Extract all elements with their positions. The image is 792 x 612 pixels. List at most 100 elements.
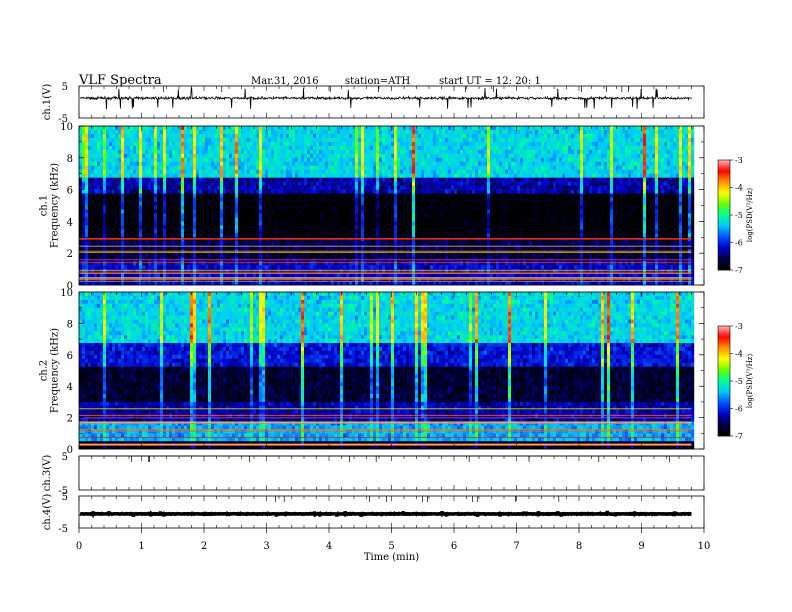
ch1-spectrogram-cell (148, 149, 152, 155)
ch1-spectrogram-cell (631, 185, 635, 190)
ch1-spectrogram-cell (418, 173, 422, 178)
ch1-spectrogram-cell (466, 141, 470, 147)
ch1-spectrogram-cell (103, 157, 107, 163)
ch1-spectrogram-cell (307, 173, 311, 178)
ch1-spectrogram-cell (139, 153, 143, 159)
ch1-spectrogram-cell (223, 133, 227, 139)
ch1-spectrogram-cell (463, 217, 467, 222)
ch1-spectrogram-cell (91, 209, 95, 214)
ch1-spectrogram-cell (130, 157, 134, 163)
ch1-spectrogram-cell (241, 161, 245, 167)
ch1-spectrogram-cell (259, 213, 263, 218)
ch1-spectrogram-cell (667, 129, 671, 135)
ch1-spectrogram-cell (148, 201, 152, 206)
ch1-spectrogram-cell (355, 209, 359, 214)
ch1-spectrogram-cell (205, 145, 209, 151)
ch1-spectrogram-cell (244, 149, 248, 155)
ch1-spectrogram-cell (331, 185, 335, 190)
ch1-spectrogram-cell (487, 209, 491, 214)
ch1-spectrogram-cell (520, 153, 524, 159)
ch1-spectrogram-cell (103, 181, 107, 186)
ch1-spectrogram-cell (349, 189, 353, 194)
ch1-spectrogram-cell (652, 185, 656, 190)
ch1-spectrogram-cell (628, 141, 632, 147)
ch1-spectrogram-cell (226, 185, 230, 190)
ch1-spectrogram-cell (154, 145, 158, 151)
ch1-spectrogram-cell (643, 129, 647, 135)
ch1-spectrogram-cell (97, 133, 101, 139)
ch1-spectrogram-cell (376, 129, 380, 135)
ch1-spectrogram-cell (673, 185, 677, 190)
ch1-spectrogram-cell (289, 185, 293, 190)
ch1-spectrogram-cell (133, 209, 137, 214)
ch1-spectrogram-cell (394, 197, 398, 202)
ch1-spectrogram-cell (301, 149, 305, 155)
ch1-spectrogram-cell (148, 181, 152, 186)
ch1-spectrogram-cell (172, 137, 176, 143)
ch1-spectrogram-cell (631, 169, 635, 174)
ch1-spectrogram-cell (274, 145, 278, 151)
ch1-spectrogram-cell (337, 181, 341, 186)
ch1-spectrogram-cell (364, 181, 368, 186)
ch1-spectrogram-cell (499, 153, 503, 159)
ch1-spectrogram-cell (355, 201, 359, 206)
ch1-spectrogram-cell (127, 209, 131, 214)
ch1-spectrogram-cell (673, 133, 677, 139)
ch1-spectrogram-cell (355, 189, 359, 194)
ch1-spectrogram-cell (169, 185, 173, 190)
station-label: station=ATH (345, 76, 411, 87)
ch1-spectrogram-cell (613, 181, 617, 186)
ch1-spectrogram-cell (370, 205, 374, 210)
ch1-spectrogram-cell (94, 137, 98, 143)
ch1-spectrogram-cell (148, 189, 152, 194)
ch1-spectrogram-cell (553, 217, 557, 222)
ch1-spectrogram-cell (514, 189, 518, 194)
ch1-spectrogram-cell (670, 133, 674, 139)
ch1-spectrogram-cell (283, 157, 287, 163)
ch1-spectrogram-cell (148, 126, 152, 131)
ch1-spectrogram-cell (157, 137, 161, 143)
ch1-spectrogram-cell (88, 189, 92, 194)
ch1-spectrogram-cell (601, 133, 605, 139)
ch1-spectrogram-cell (262, 173, 266, 178)
ch1-spectrogram-cell (232, 209, 236, 214)
ch1-spectrogram-cell (661, 201, 665, 206)
ch1-spectrogram-cell (643, 177, 647, 182)
ch1-spectrogram-cell (211, 217, 215, 222)
ch1-spectrogram-cell (547, 137, 551, 143)
ch1-spectrogram-cell (592, 193, 596, 198)
ch1-spectrogram-cell (556, 181, 560, 186)
ch1-spectrogram-cell (406, 161, 410, 167)
ch1-spectrogram-cell (436, 209, 440, 214)
ch1-spectrogram-cell (325, 193, 329, 198)
ch1-spectrogram-cell (424, 209, 428, 214)
ch1-spectrogram-cell (145, 217, 149, 222)
ch1-spectrogram-cell (640, 209, 644, 214)
ch1-spectrogram-cell (508, 126, 512, 131)
ch1-spectrogram-cell (682, 133, 686, 139)
ch1-spectrogram-cell (202, 129, 206, 135)
ch1-spectrogram-cell (547, 185, 551, 190)
ch1-spectrogram-cell (151, 153, 155, 159)
ch1-spectrogram-cell (580, 213, 584, 218)
ch1-spectrogram-cell (91, 161, 95, 167)
ch1-spectrogram-cell (328, 197, 332, 202)
ch1-spectrogram-cell (469, 165, 473, 171)
ch1-spectrogram-cell (274, 189, 278, 194)
ch1-spectrogram-cell (616, 185, 620, 190)
ch1-spectrogram-cell (223, 201, 227, 206)
ch1-spectrogram-cell (370, 169, 374, 174)
ch1-spectrogram-cell (199, 185, 203, 190)
ch1-spectrogram-cell (661, 133, 665, 139)
ch1-spectrogram-cell (163, 145, 167, 151)
ch1-spectrogram-cell (88, 129, 92, 135)
ch1-spectrogram-cell (94, 133, 98, 139)
ch1-spectrogram-cell (421, 173, 425, 178)
ch1-spectrogram-cell (580, 177, 584, 182)
ch1-spectrogram-cell (613, 129, 617, 135)
ch1-spectrogram-cell (121, 197, 125, 202)
ch1-spectrogram-cell (622, 157, 626, 163)
ch1-spectrogram-cell (490, 185, 494, 190)
ch1-spectrogram-cell (472, 153, 476, 159)
ch1-spectrogram-cell (136, 217, 140, 222)
